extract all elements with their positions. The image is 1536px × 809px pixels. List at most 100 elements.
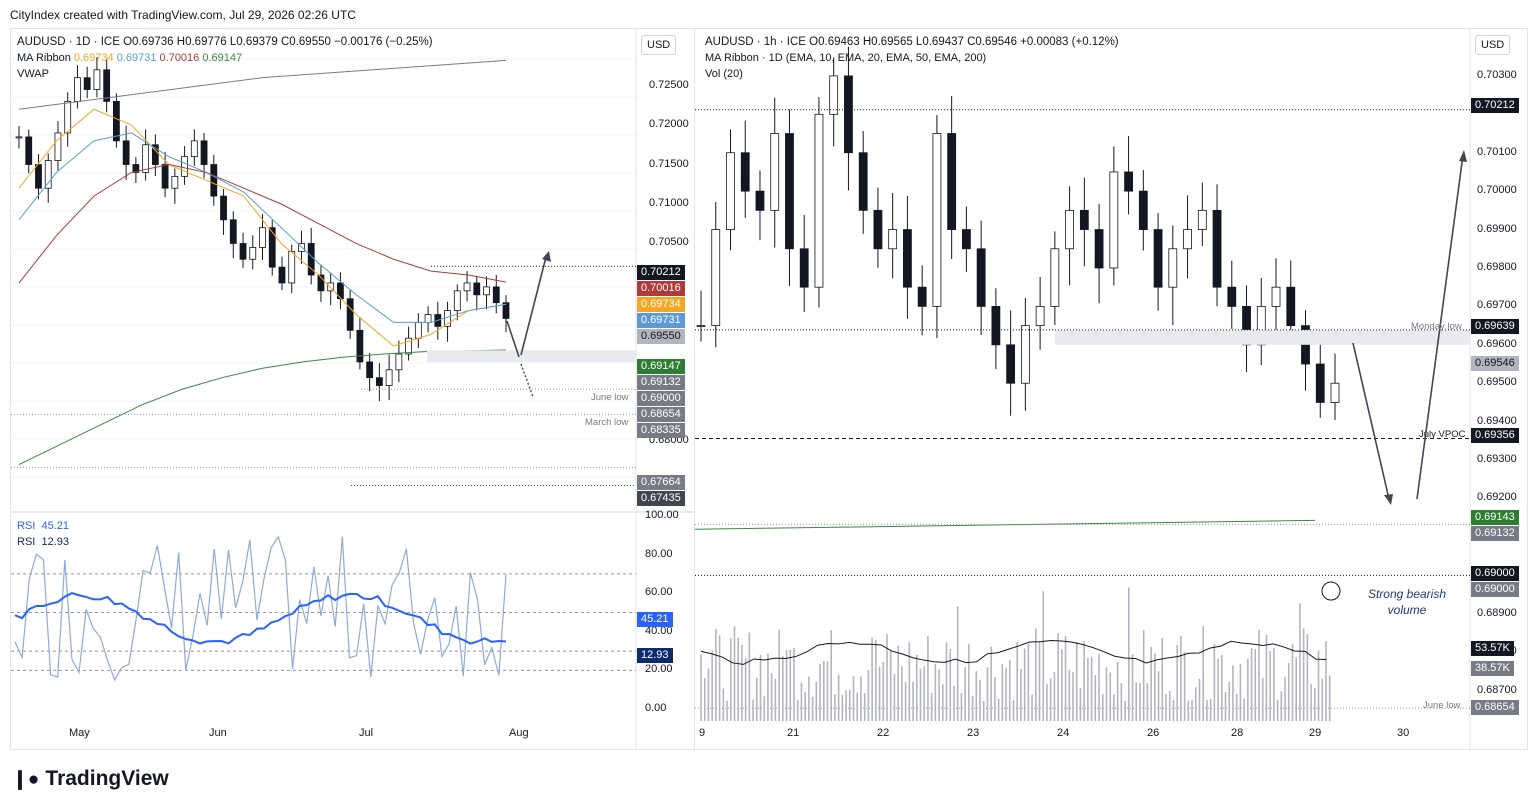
daily-candle-body bbox=[317, 274, 325, 292]
hourly-candle-body bbox=[888, 229, 898, 250]
hourly-candle-body bbox=[844, 75, 853, 154]
hourly-candle-body bbox=[1212, 209, 1222, 288]
left-x-tick: Jul bbox=[359, 727, 374, 739]
arrow-down-head bbox=[1384, 494, 1393, 505]
rsi-legend-2: RSI 12.93 bbox=[17, 536, 69, 548]
right-price-badge: 53.57K bbox=[1471, 641, 1514, 656]
hourly-candle-body bbox=[799, 248, 809, 288]
support-zone bbox=[427, 350, 636, 362]
daily-candle-body bbox=[346, 298, 354, 331]
rsi-y-tick: 0.00 bbox=[645, 702, 667, 714]
right-x-tick: 23 bbox=[967, 727, 980, 739]
hourly-candle-body bbox=[858, 152, 868, 211]
right-y-tick: 0.69500 bbox=[1477, 376, 1517, 389]
hourly-chart-svg bbox=[695, 29, 1471, 749]
right-y-tick: 0.69200 bbox=[1477, 491, 1517, 504]
july-vpoc-label: July VPOC bbox=[1419, 429, 1466, 440]
left-y-tick: 0.72000 bbox=[649, 118, 689, 131]
daily-candle-body bbox=[288, 250, 296, 284]
daily-candle-body bbox=[35, 164, 42, 189]
daily-candle-body bbox=[278, 266, 286, 284]
right-price-badge: 0.69143 bbox=[1471, 510, 1519, 525]
right-price-badge: 0.69000 bbox=[1471, 566, 1519, 581]
hourly-candle-body bbox=[917, 286, 927, 307]
hourly-candle-body bbox=[1153, 229, 1163, 288]
hourly-candle-body bbox=[991, 306, 1001, 346]
left-y-tick: 0.71500 bbox=[649, 157, 689, 170]
right-y-tick: 0.69300 bbox=[1477, 453, 1517, 466]
hourly-candle-body bbox=[1065, 209, 1075, 250]
right-x-tick: 30 bbox=[1397, 727, 1410, 739]
ma-ribbon-line-2 bbox=[18, 132, 507, 323]
daily-candle-body bbox=[74, 77, 81, 102]
vwap-label: VWAP bbox=[17, 68, 49, 80]
right-price-badge: 0.69356 bbox=[1471, 428, 1519, 443]
right-x-tick: 26 bbox=[1147, 727, 1160, 739]
left-y-tick: 0.72500 bbox=[649, 78, 689, 91]
ribbon-value-2: 0.70016 bbox=[156, 52, 200, 64]
hourly-candle-body bbox=[1138, 190, 1148, 230]
right-x-tick: 22 bbox=[877, 727, 890, 739]
daily-candle-body bbox=[259, 227, 266, 248]
hourly-candle-body bbox=[1094, 229, 1104, 269]
chart-credit: CityIndex created with TradingView.com, … bbox=[10, 8, 356, 22]
hourly-candle-body bbox=[1124, 171, 1133, 192]
arrow-dotted bbox=[520, 363, 534, 398]
hourly-candle-body bbox=[961, 229, 971, 250]
volume-label: Vol (20) bbox=[705, 68, 743, 80]
rsi-value-1: 45.21 bbox=[41, 520, 69, 532]
daily-candle-body bbox=[483, 286, 490, 296]
right-y-tick: 0.68700 bbox=[1477, 683, 1517, 696]
june-low-label: June low bbox=[591, 392, 629, 403]
hourly-candle-body bbox=[770, 133, 780, 211]
daily-candle-body bbox=[492, 286, 500, 304]
ribbon-values: 0.69734 0.69731 0.70016 0.69147 bbox=[74, 52, 242, 64]
rsi-line-fast bbox=[14, 535, 507, 682]
daily-candle-body bbox=[249, 247, 257, 260]
daily-chart-svg bbox=[11, 29, 695, 749]
left-symbol-line: AUDUSD · 1D · ICE O0.69736 H0.69776 L0.6… bbox=[17, 36, 433, 48]
left-currency-button[interactable]: USD bbox=[641, 35, 677, 55]
rsi-value-2: 12.93 bbox=[41, 536, 69, 548]
daily-candle-body bbox=[268, 227, 276, 268]
right-price-badge: 0.69546 bbox=[1471, 356, 1519, 371]
arrow-up bbox=[1416, 154, 1464, 500]
left-ribbon-legend: MA Ribbon 0.69734 0.69731 0.70016 0.6914… bbox=[17, 52, 242, 64]
right-currency-button[interactable]: USD bbox=[1475, 35, 1511, 55]
daily-candle-body bbox=[113, 100, 120, 142]
right-y-tick: 0.68900 bbox=[1477, 606, 1517, 619]
hourly-candle-body bbox=[755, 190, 765, 211]
hourly-candle-body bbox=[1183, 229, 1192, 250]
left-chart-pane[interactable]: AUDUSD · 1D · ICE O0.69736 H0.69776 L0.6… bbox=[10, 28, 696, 750]
right-chart-pane[interactable]: AUDUSD · 1h · ICE O0.69463 H0.69565 L0.6… bbox=[694, 28, 1528, 750]
rsi-name-1: RSI bbox=[17, 520, 36, 532]
arrow-down bbox=[1352, 342, 1390, 500]
hourly-candle-body bbox=[976, 248, 986, 307]
daily-candle-body bbox=[54, 132, 62, 161]
daily-candle-body bbox=[210, 164, 218, 197]
monday-low-zone bbox=[1055, 329, 1470, 345]
arrow-up bbox=[520, 256, 547, 356]
right-price-badge: 0.68654 bbox=[1471, 700, 1519, 715]
right-x-tick: 29 bbox=[1309, 727, 1322, 739]
arrow-up-head bbox=[1459, 150, 1467, 162]
right-y-tick: 0.69700 bbox=[1477, 299, 1517, 312]
left-price-badge: 0.67664 bbox=[637, 475, 685, 490]
rsi-y-tick: 100.00 bbox=[645, 509, 679, 521]
daily-candle-body bbox=[93, 69, 101, 90]
hourly-candle-body bbox=[947, 133, 957, 230]
right-x-tick: 21 bbox=[787, 727, 800, 739]
right-y-tick: 0.69600 bbox=[1477, 337, 1517, 350]
hourly-candle-body bbox=[903, 229, 912, 288]
hourly-candle-body bbox=[1286, 286, 1296, 327]
vwap-line bbox=[18, 59, 507, 110]
rsi-y-tick: 80.00 bbox=[645, 547, 673, 560]
daily-candle-body bbox=[15, 136, 23, 139]
hourly-candle-body bbox=[1168, 248, 1178, 288]
hourly-candle-body bbox=[1079, 209, 1089, 230]
left-price-badge: 0.67435 bbox=[637, 491, 685, 506]
rsi-y-tick: 60.00 bbox=[645, 586, 673, 599]
hourly-candle-body bbox=[1006, 344, 1016, 384]
daily-candle-body bbox=[337, 282, 344, 300]
daily-candle-body bbox=[463, 282, 471, 292]
